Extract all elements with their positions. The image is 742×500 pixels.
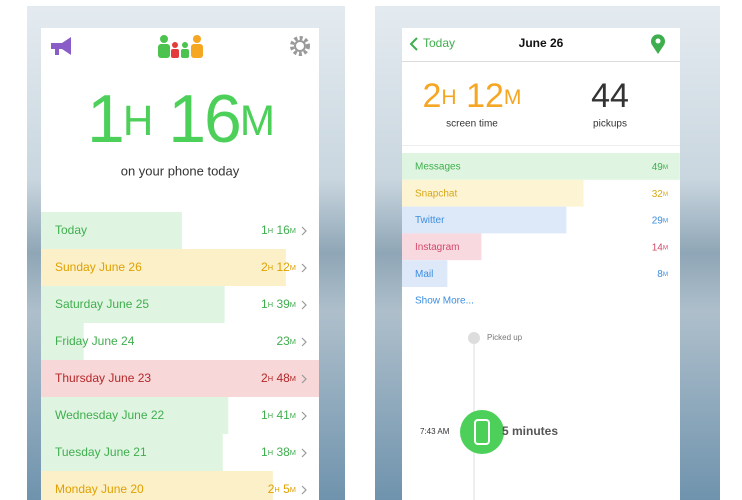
- day-duration: 2H 12M: [261, 260, 296, 274]
- family-icon: [158, 35, 203, 58]
- divider: [402, 145, 680, 146]
- session-duration: 5 minutes: [502, 424, 558, 438]
- row-chevron: [301, 226, 307, 236]
- day-bar: [41, 323, 84, 360]
- row-chevron: [301, 411, 307, 421]
- day-duration: 1H 38M: [261, 445, 296, 459]
- session-icon[interactable]: [460, 410, 504, 454]
- day-bar: [41, 212, 182, 249]
- day-duration: 1H 41M: [261, 408, 296, 422]
- screen: [402, 28, 680, 500]
- row-chevron: [301, 485, 307, 495]
- day-label: Thursday June 23: [55, 371, 151, 385]
- app-bar: [402, 233, 482, 261]
- day-bar: [41, 360, 319, 397]
- row-chevron: [301, 300, 307, 310]
- day-label: Wednesday June 22: [55, 408, 165, 422]
- day-label: Monday June 20: [55, 482, 144, 496]
- back-chevron[interactable]: [409, 37, 418, 51]
- row-chevron: [301, 448, 307, 458]
- day-label: Saturday June 25: [55, 297, 149, 311]
- day-bar: [41, 471, 273, 500]
- day-bar: [41, 249, 286, 286]
- day-duration: 1H 39M: [261, 297, 296, 311]
- day-duration: 1H 16M: [261, 223, 296, 237]
- location-icon[interactable]: [651, 34, 665, 54]
- day-label: Friday June 24: [55, 334, 135, 348]
- day-label: Today: [55, 223, 87, 237]
- day-label: Sunday June 26: [55, 260, 142, 274]
- show-more[interactable]: Show More...: [415, 296, 474, 307]
- app-duration: 29M: [652, 215, 668, 226]
- app-list: Messages 49M Snapchat 32M Twitter 29M Instagra…: [402, 153, 680, 287]
- pickups-label: pickups: [593, 119, 627, 130]
- day-bar: [41, 286, 225, 323]
- day-bar: [41, 434, 223, 471]
- caption: on your phone today: [121, 163, 240, 178]
- timeline-dot: [468, 332, 480, 344]
- row-chevron: [301, 263, 307, 273]
- app-bar: [402, 206, 567, 234]
- app-name: Mail: [415, 269, 433, 280]
- timeline-label: Picked up: [487, 333, 523, 342]
- session-time: 7:43 AM: [420, 427, 450, 436]
- pickups: 44: [591, 77, 629, 115]
- app-duration: 49M: [652, 162, 668, 173]
- screen-title: June 26: [519, 36, 564, 50]
- day-bar: [41, 397, 229, 434]
- app-duration: 32M: [652, 188, 668, 199]
- app-bar: [402, 179, 584, 207]
- header-divider: [402, 61, 680, 62]
- row-chevron: [301, 374, 307, 384]
- back-button[interactable]: Today: [423, 36, 455, 50]
- app-duration: 14M: [652, 242, 668, 253]
- app-name: Snapchat: [415, 188, 457, 199]
- app-name: Instagram: [415, 242, 459, 253]
- app-bar: [402, 260, 448, 287]
- app-name: Twitter: [415, 215, 445, 226]
- settings-icon[interactable]: [290, 36, 310, 56]
- day-duration: 2H 48M: [261, 371, 296, 385]
- day-list: Today 1H 16M Sunday June 26 2H 12M Saturday …: [41, 212, 319, 500]
- app-bar: [402, 153, 680, 180]
- app-name: Messages: [415, 162, 461, 173]
- screen-time: 2H 12M: [423, 77, 522, 115]
- screen-time-label: screen time: [446, 119, 498, 130]
- day-duration: 23M: [276, 334, 296, 348]
- row-chevron: [301, 337, 307, 347]
- megaphone-icon[interactable]: [51, 37, 71, 55]
- app-duration: 8M: [657, 269, 668, 280]
- day-label: Tuesday June 21: [55, 445, 147, 459]
- total-time: 1H 16M: [87, 81, 273, 157]
- day-duration: 2H 5M: [268, 482, 296, 496]
